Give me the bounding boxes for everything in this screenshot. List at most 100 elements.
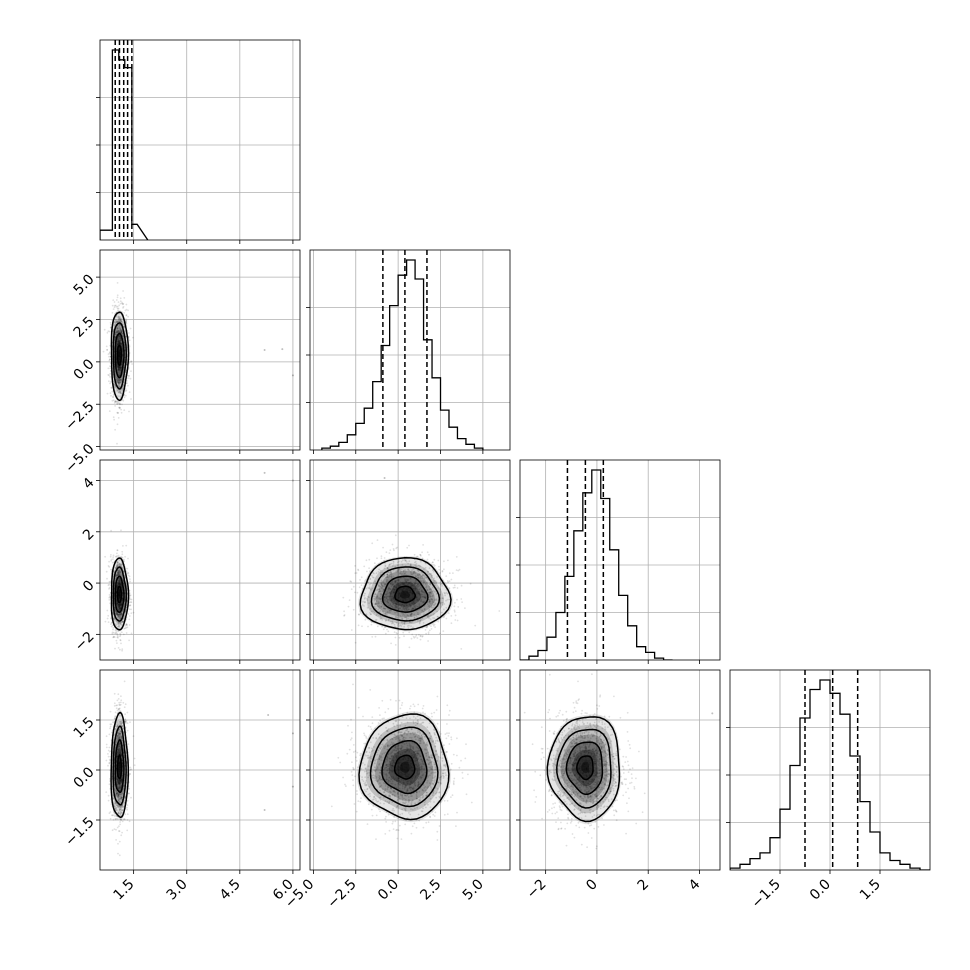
- sample-point: [404, 580, 407, 582]
- sample-point: [423, 581, 425, 583]
- sample-point: [114, 400, 116, 403]
- sample-point: [113, 323, 116, 326]
- sample-point: [117, 366, 119, 368]
- sample-point: [117, 582, 120, 584]
- sample-point: [391, 595, 393, 598]
- sample-point: [109, 555, 112, 558]
- sample-point: [120, 613, 123, 616]
- sample-point: [118, 590, 121, 592]
- sample-point: [415, 562, 418, 565]
- sample-point: [119, 570, 122, 573]
- sample-point: [118, 355, 121, 357]
- sample-point: [117, 316, 120, 319]
- sample-point: [129, 721, 131, 724]
- sample-point: [390, 599, 393, 601]
- sample-point: [122, 303, 124, 306]
- y-tick-label: −2: [72, 629, 98, 655]
- sample-point: [130, 361, 133, 363]
- sample-point: [413, 553, 416, 556]
- sample-point: [427, 578, 430, 581]
- sample-point: [118, 582, 121, 585]
- sample-point: [400, 594, 402, 596]
- sample-point: [119, 605, 121, 607]
- sample-point: [442, 630, 445, 632]
- sample-point: [118, 594, 121, 597]
- sample-point: [122, 399, 125, 402]
- sample-point: [117, 616, 119, 619]
- sample-point: [430, 625, 432, 627]
- sample-point: [117, 580, 120, 583]
- sample-point: [116, 565, 119, 568]
- sample-point: [108, 594, 111, 596]
- sample-point: [396, 570, 399, 573]
- sample-point: [116, 412, 119, 414]
- sample-point: [116, 364, 119, 367]
- sample-point: [119, 352, 121, 354]
- sample-point: [117, 379, 119, 381]
- sample-point: [112, 636, 115, 638]
- sample-point: [119, 592, 121, 595]
- y-tick-label: 2.5: [71, 314, 98, 341]
- sample-point: [122, 321, 124, 324]
- sample-point: [116, 321, 119, 323]
- sample-point: [117, 335, 120, 337]
- sample-point: [386, 628, 388, 631]
- hist-panel-1: [306, 249, 511, 454]
- sample-point: [117, 382, 120, 385]
- sample-point: [113, 618, 116, 621]
- sample-point: [118, 381, 120, 384]
- sample-point: [108, 380, 110, 383]
- sample-point: [120, 320, 123, 323]
- sample-point: [118, 591, 121, 594]
- sample-point: [130, 632, 133, 635]
- sample-point: [112, 636, 114, 639]
- sample-point: [128, 639, 131, 642]
- sample-point: [423, 596, 426, 599]
- sample-point: [118, 603, 120, 606]
- sample-point: [107, 764, 109, 767]
- sample-point: [118, 607, 120, 609]
- sample-point: [428, 599, 430, 601]
- sample-point: [109, 372, 112, 375]
- sample-point: [421, 635, 424, 638]
- sample-point: [114, 318, 117, 321]
- sample-point: [410, 625, 412, 628]
- sample-point: [119, 367, 122, 370]
- sample-point: [118, 616, 120, 619]
- sample-point: [389, 592, 391, 594]
- contour-line: [110, 311, 130, 402]
- sample-point: [118, 325, 120, 328]
- sample-point: [117, 573, 120, 576]
- sample-point: [118, 606, 121, 609]
- sample-point: [113, 306, 116, 309]
- sample-point: [383, 583, 386, 585]
- sample-point: [116, 294, 119, 297]
- sample-point: [412, 635, 415, 638]
- sample-point: [393, 580, 396, 583]
- hist-panel-0: [96, 39, 301, 244]
- sample-point: [118, 578, 121, 580]
- sample-point: [119, 406, 121, 409]
- sample-point: [119, 564, 122, 567]
- sample-point: [118, 580, 121, 583]
- sample-point: [120, 342, 123, 345]
- sample-point: [109, 365, 111, 367]
- sample-point: [120, 339, 122, 341]
- sample-point: [392, 563, 395, 565]
- sample-point: [122, 302, 125, 305]
- sample-point: [113, 617, 116, 620]
- sample-point: [118, 343, 121, 345]
- sample-point: [373, 611, 376, 614]
- sample-point: [421, 557, 424, 560]
- sample-point: [120, 408, 122, 411]
- sample-point: [417, 599, 420, 602]
- sample-point: [372, 610, 375, 612]
- sample-point: [118, 565, 121, 567]
- sample-point: [115, 611, 118, 614]
- sample-point: [122, 579, 124, 581]
- sample-point: [117, 572, 120, 575]
- sample-point: [119, 337, 122, 340]
- sample-point: [118, 581, 120, 584]
- sample-point: [372, 576, 375, 579]
- sample-point: [116, 330, 118, 333]
